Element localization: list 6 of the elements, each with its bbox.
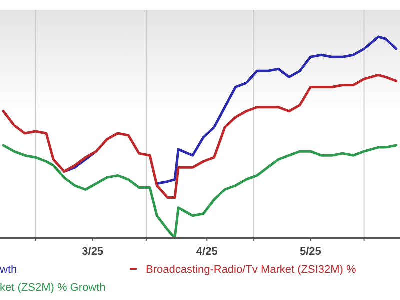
text: ket (ZS2M) % Growth <box>0 282 106 294</box>
text: wth <box>0 264 18 276</box>
x-tick-label: 4/25 <box>196 246 218 258</box>
x-tick-label: 5/25 <box>300 246 322 258</box>
legend-label: Broadcasting-Radio/Tv Market (ZSI32M) % <box>146 264 357 276</box>
x-tick-label: 3/25 <box>82 246 104 258</box>
